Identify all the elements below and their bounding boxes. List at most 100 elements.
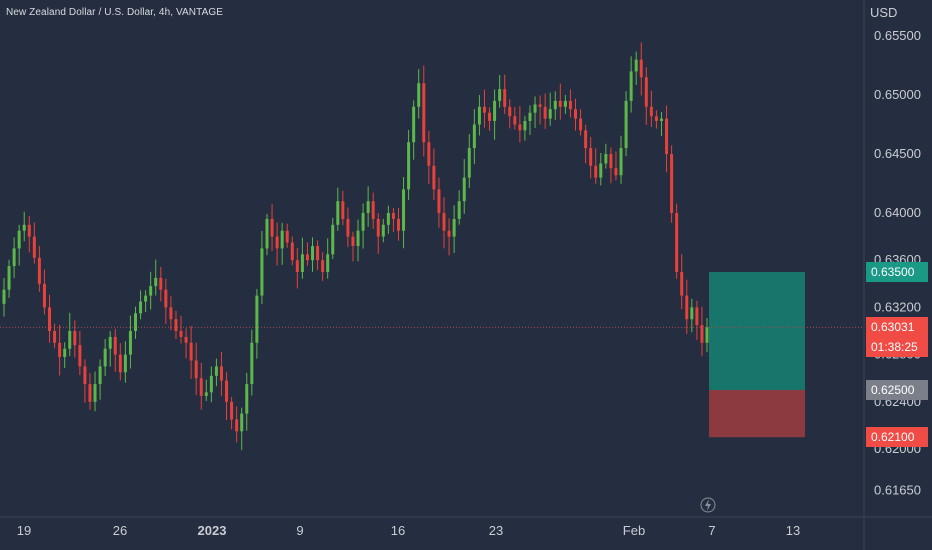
candle-body[interactable] [391,213,395,219]
candle-body[interactable] [644,77,648,107]
candle-body[interactable] [341,201,345,219]
candle-body[interactable] [194,360,198,379]
candle-body[interactable] [533,104,537,113]
candle-body[interactable] [462,177,466,202]
candle-body[interactable] [543,106,547,119]
candle-body[interactable] [103,348,107,367]
candle-body[interactable] [209,375,213,393]
candle-body[interactable] [639,59,643,78]
candle-body[interactable] [331,224,335,255]
candle-body[interactable] [584,130,588,149]
candle-body[interactable] [690,307,694,320]
candle-body[interactable] [326,254,330,272]
candle-body[interactable] [250,342,254,385]
candle-body[interactable] [705,327,709,343]
candle-body[interactable] [493,100,497,121]
candle-body[interactable] [230,401,234,420]
candle-body[interactable] [513,116,517,125]
candle-body[interactable] [174,319,178,331]
candle-body[interactable] [37,257,41,284]
candle-body[interactable] [260,248,264,296]
candle-body[interactable] [482,106,486,113]
candle-body[interactable] [113,336,117,355]
candle-body[interactable] [265,218,269,249]
candle-body[interactable] [159,277,163,290]
candle-body[interactable] [376,218,380,237]
candle-body[interactable] [685,295,689,320]
candle-body[interactable] [366,201,370,213]
candle-body[interactable] [442,213,446,231]
candle-body[interactable] [204,392,208,396]
candle-body[interactable] [78,345,82,367]
candle-body[interactable] [472,124,476,149]
candle-body[interactable] [149,286,153,296]
candle-body[interactable] [22,224,26,231]
candle-body[interactable] [649,106,653,117]
candle-body[interactable] [214,366,218,376]
candle-body[interactable] [407,142,411,190]
candle-body[interactable] [412,106,416,143]
candle-body[interactable] [164,289,168,308]
candle-body[interactable] [579,118,583,131]
candle-body[interactable] [275,236,279,249]
candle-body[interactable] [594,165,598,178]
candle-body[interactable] [528,112,532,121]
candle-body[interactable] [553,100,557,110]
candle-body[interactable] [659,118,663,121]
candle-body[interactable] [417,83,421,107]
candle-body[interactable] [184,336,188,343]
candle-body[interactable] [447,230,451,237]
candle-body[interactable] [295,260,299,272]
candle-body[interactable] [123,354,127,373]
candle-body[interactable] [574,109,578,119]
candle-body[interactable] [219,366,223,381]
candle-body[interactable] [300,254,304,272]
stop-zone[interactable] [709,390,805,438]
candle-body[interactable] [68,331,72,349]
candle-body[interactable] [154,277,158,287]
candle-body[interactable] [7,266,11,290]
candle-body[interactable] [144,295,148,302]
candle-body[interactable] [280,230,284,249]
candle-body[interactable] [396,218,400,231]
candle-body[interactable] [503,89,507,107]
candle-body[interactable] [508,106,512,117]
candle-body[interactable] [477,106,481,125]
target-zone[interactable] [709,272,805,390]
candle-body[interactable] [225,380,229,402]
candle-body[interactable] [32,236,36,258]
candle-body[interactable] [179,331,183,337]
candle-body[interactable] [17,230,21,249]
candle-body[interactable] [498,89,502,101]
candle-body[interactable] [371,201,375,219]
candle-body[interactable] [700,325,704,343]
candle-body[interactable] [518,124,522,131]
candle-body[interactable] [624,100,628,149]
candle-body[interactable] [240,413,244,432]
candle-body[interactable] [285,230,289,243]
candle-body[interactable] [432,165,436,190]
candle-body[interactable] [199,378,203,396]
candle-body[interactable] [558,100,562,107]
candle-body[interactable] [270,218,274,237]
candle-body[interactable] [361,213,365,231]
candle-body[interactable] [452,218,456,237]
candle-body[interactable] [53,331,57,343]
candle-body[interactable] [2,289,6,304]
candle-body[interactable] [27,224,31,237]
candle-body[interactable] [670,154,674,213]
candle-body[interactable] [629,71,633,101]
candle-body[interactable] [169,307,173,320]
candle-body[interactable] [381,224,385,237]
candle-body[interactable] [189,342,193,361]
candle-body[interactable] [88,384,92,402]
candle-body[interactable] [93,384,97,402]
candle-body[interactable] [680,272,684,296]
candle-body[interactable] [98,366,102,385]
candle-body[interactable] [305,254,309,261]
candle-body[interactable] [563,100,567,107]
candle-body[interactable] [58,342,62,357]
candle-body[interactable] [665,118,669,154]
candle-body[interactable] [139,301,143,314]
